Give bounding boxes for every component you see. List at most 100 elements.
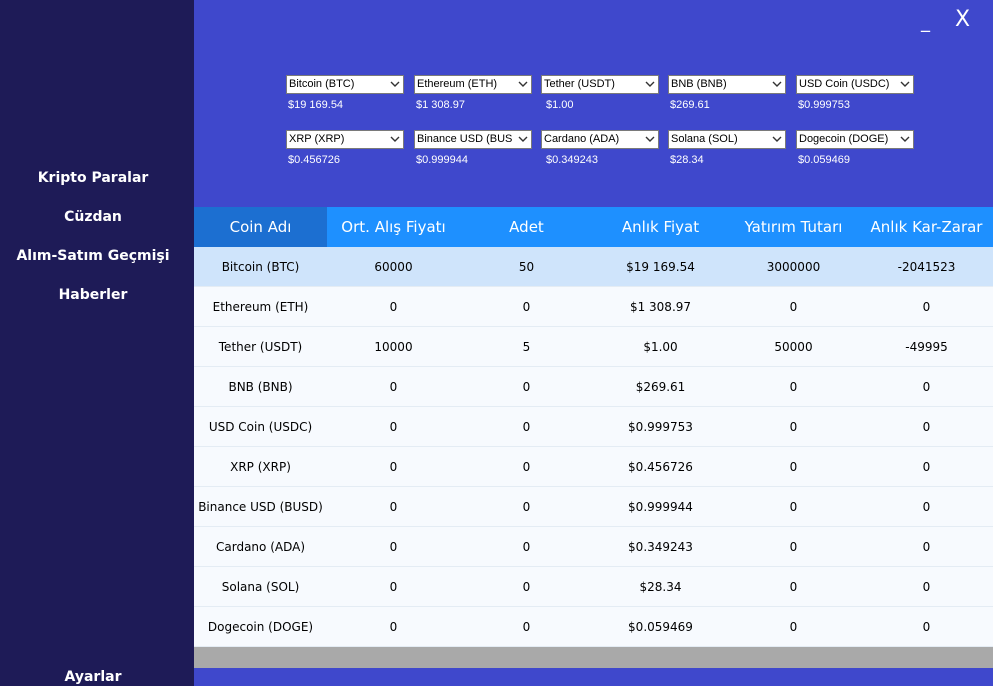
column-header-amount[interactable]: Adet <box>509 218 544 236</box>
coin-select[interactable]: Ethereum (ETH) <box>414 75 532 94</box>
cell-current-price[interactable]: $0.059469 <box>628 620 693 634</box>
nav-ayarlar[interactable]: Ayarlar <box>64 669 122 685</box>
cell-coin[interactable]: Cardano (ADA) <box>216 540 305 554</box>
cell-avg-price[interactable]: 10000 <box>374 340 413 354</box>
cell-coin[interactable]: Tether (USDT) <box>218 340 303 354</box>
cell-coin[interactable]: USD Coin (USDC) <box>208 420 313 434</box>
cell-profit-loss[interactable]: 0 <box>922 460 931 474</box>
coin-select[interactable]: USD Coin (USDC) <box>796 75 914 94</box>
table-row[interactable]: BNB (BNB) 0 0 $269.61 0 0 <box>194 367 993 407</box>
chevron-down-icon[interactable] <box>645 136 655 143</box>
cell-profit-loss[interactable]: -49995 <box>905 340 948 354</box>
cell-avg-price[interactable]: 0 <box>389 420 398 434</box>
cell-avg-price[interactable]: 0 <box>389 540 398 554</box>
cell-amount[interactable]: 0 <box>522 300 531 314</box>
nav-kripto-paralar[interactable]: Kripto Paralar <box>37 170 149 186</box>
coin-select[interactable]: Cardano (ADA) <box>541 130 659 149</box>
coin-select[interactable]: Tether (USDT) <box>541 75 659 94</box>
cell-current-price[interactable]: $28.34 <box>639 580 682 594</box>
cell-current-price[interactable]: $19 169.54 <box>626 260 695 274</box>
cell-profit-loss[interactable]: 0 <box>922 540 931 554</box>
column-header-profit-loss[interactable]: Anlık Kar-Zarar <box>870 218 983 236</box>
cell-investment[interactable]: 3000000 <box>766 260 821 274</box>
chevron-down-icon[interactable] <box>900 81 910 88</box>
table-row[interactable]: Bitcoin (BTC) 60000 50 $19 169.54 3000000 -20… <box>194 247 993 287</box>
coin-select[interactable]: Solana (SOL) <box>668 130 786 149</box>
coin-select[interactable]: BNB (BNB) <box>668 75 786 94</box>
chevron-down-icon[interactable] <box>772 136 782 143</box>
cell-current-price[interactable]: $269.61 <box>635 380 686 394</box>
cell-amount[interactable]: 0 <box>522 580 531 594</box>
table-row[interactable]: Solana (SOL) 0 0 $28.34 0 0 <box>194 567 993 607</box>
cell-avg-price[interactable]: 0 <box>389 580 398 594</box>
minimize-button[interactable]: _ <box>921 12 930 33</box>
cell-investment[interactable]: 0 <box>789 540 798 554</box>
nav-cuzdan[interactable]: Cüzdan <box>64 209 122 225</box>
cell-investment[interactable]: 0 <box>789 380 798 394</box>
cell-amount[interactable]: 0 <box>522 500 531 514</box>
cell-avg-price[interactable]: 0 <box>389 460 398 474</box>
cell-investment[interactable]: 0 <box>789 500 798 514</box>
cell-amount[interactable]: 50 <box>518 260 535 274</box>
column-header-investment[interactable]: Yatırım Tutarı <box>744 218 843 236</box>
cell-profit-loss[interactable]: 0 <box>922 420 931 434</box>
coin-select[interactable]: Bitcoin (BTC) <box>286 75 404 94</box>
cell-current-price[interactable]: $0.999944 <box>628 500 693 514</box>
chevron-down-icon[interactable] <box>518 136 528 143</box>
column-header-current-price[interactable]: Anlık Fiyat <box>621 218 700 236</box>
cell-avg-price[interactable]: 0 <box>389 620 398 634</box>
cell-coin[interactable]: Solana (SOL) <box>221 580 300 594</box>
table-row[interactable]: Ethereum (ETH) 0 0 $1 308.97 0 0 <box>194 287 993 327</box>
cell-investment[interactable]: 0 <box>789 420 798 434</box>
cell-profit-loss[interactable]: 0 <box>922 300 931 314</box>
cell-investment[interactable]: 50000 <box>774 340 813 354</box>
cell-coin[interactable]: Dogecoin (DOGE) <box>207 620 314 634</box>
cell-coin[interactable]: BNB (BNB) <box>228 380 293 394</box>
cell-investment[interactable]: 0 <box>789 300 798 314</box>
table-row[interactable]: Cardano (ADA) 0 0 $0.349243 0 0 <box>194 527 993 567</box>
cell-profit-loss[interactable]: 0 <box>922 580 931 594</box>
column-header-coin[interactable]: Coin Adı <box>194 207 327 247</box>
cell-investment[interactable]: 0 <box>789 580 798 594</box>
cell-amount[interactable]: 0 <box>522 620 531 634</box>
cell-avg-price[interactable]: 0 <box>389 300 398 314</box>
cell-profit-loss[interactable]: -2041523 <box>897 260 956 274</box>
cell-current-price[interactable]: $0.349243 <box>628 540 693 554</box>
cell-profit-loss[interactable]: 0 <box>922 620 931 634</box>
cell-amount[interactable]: 0 <box>522 420 531 434</box>
nav-haberler[interactable]: Haberler <box>58 287 128 303</box>
cell-current-price[interactable]: $0.999753 <box>628 420 693 434</box>
cell-amount[interactable]: 0 <box>522 540 531 554</box>
cell-investment[interactable]: 0 <box>789 620 798 634</box>
nav-alim-satim-gecmisi[interactable]: Alım-Satım Geçmişi <box>16 248 170 264</box>
cell-current-price[interactable]: $0.456726 <box>628 460 693 474</box>
cell-profit-loss[interactable]: 0 <box>922 500 931 514</box>
chevron-down-icon[interactable] <box>390 136 400 143</box>
coin-select[interactable]: Dogecoin (DOGE) <box>796 130 914 149</box>
cell-coin[interactable]: XRP (XRP) <box>230 460 291 474</box>
cell-coin[interactable]: Bitcoin (BTC) <box>221 260 300 274</box>
cell-avg-price[interactable]: 60000 <box>374 260 413 274</box>
chevron-down-icon[interactable] <box>645 81 655 88</box>
close-button[interactable]: X <box>955 7 971 32</box>
table-row[interactable]: XRP (XRP) 0 0 $0.456726 0 0 <box>194 447 993 487</box>
coin-select[interactable]: XRP (XRP) <box>286 130 404 149</box>
coin-select[interactable]: Binance USD (BUSD) <box>414 130 532 149</box>
horizontal-scrollbar[interactable] <box>194 647 993 668</box>
cell-amount[interactable]: 0 <box>522 460 531 474</box>
cell-avg-price[interactable]: 0 <box>389 500 398 514</box>
cell-current-price[interactable]: $1 308.97 <box>629 300 692 314</box>
chevron-down-icon[interactable] <box>518 81 528 88</box>
table-row[interactable]: Dogecoin (DOGE) 0 0 $0.059469 0 0 <box>194 607 993 647</box>
cell-amount[interactable]: 5 <box>522 340 531 354</box>
cell-amount[interactable]: 0 <box>522 380 531 394</box>
cell-avg-price[interactable]: 0 <box>389 380 398 394</box>
cell-coin[interactable]: Binance USD (BUSD) <box>198 500 323 514</box>
cell-profit-loss[interactable]: 0 <box>922 380 931 394</box>
cell-current-price[interactable]: $1.00 <box>643 340 678 354</box>
chevron-down-icon[interactable] <box>390 81 400 88</box>
table-row[interactable]: Tether (USDT) 10000 5 $1.00 50000 -49995 <box>194 327 993 367</box>
column-header-avg-price[interactable]: Ort. Alış Fiyatı <box>341 218 446 236</box>
chevron-down-icon[interactable] <box>772 81 782 88</box>
cell-investment[interactable]: 0 <box>789 460 798 474</box>
